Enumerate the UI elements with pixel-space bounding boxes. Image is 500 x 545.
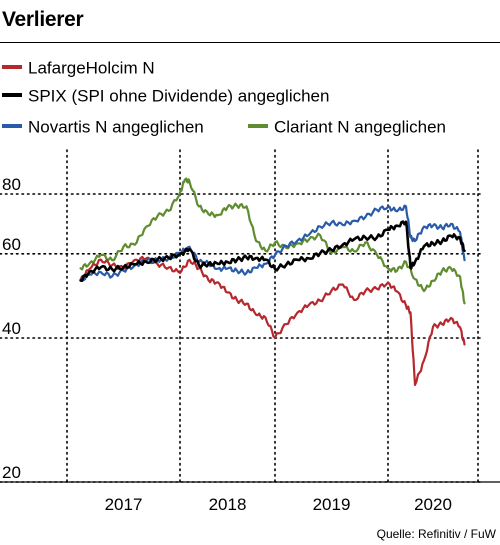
legend-item-lafargeholcim: LafargeHolcim N	[2, 58, 155, 80]
y-tick-label: 40	[2, 319, 21, 338]
source-note: Quelle: Refinitiv / FuW	[376, 527, 496, 541]
chart-title: Verlierer	[2, 8, 84, 31]
x-tick-label: 2020	[414, 495, 452, 514]
legend-swatch	[2, 64, 22, 69]
legend-label: SPIX (SPI ohne Dividende) angeglichen	[28, 86, 330, 106]
y-tick-label: 80	[2, 175, 21, 194]
x-tick-label: 2018	[209, 495, 247, 514]
legend-swatch	[248, 123, 268, 128]
legend-label: LafargeHolcim N	[28, 58, 155, 78]
title-rule	[0, 42, 500, 43]
series-line	[79, 255, 466, 386]
series-line	[79, 204, 466, 282]
legend-label: Clariant N angeglichen	[274, 117, 446, 137]
series-line	[79, 220, 466, 282]
y-tick-label: 60	[2, 235, 21, 254]
legend-item-clariant: Clariant N angeglichen	[248, 117, 446, 139]
y-tick-label: 20	[2, 463, 21, 482]
legend-swatch	[2, 123, 22, 128]
x-tick-label: 2017	[105, 495, 143, 514]
legend-swatch	[2, 92, 22, 97]
x-tick-label: 2019	[313, 495, 351, 514]
legend-item-novartis: Novartis N angeglichen	[2, 117, 204, 139]
legend-label: Novartis N angeglichen	[28, 117, 204, 137]
legend-item-spix: SPIX (SPI ohne Dividende) angeglichen	[2, 86, 329, 108]
